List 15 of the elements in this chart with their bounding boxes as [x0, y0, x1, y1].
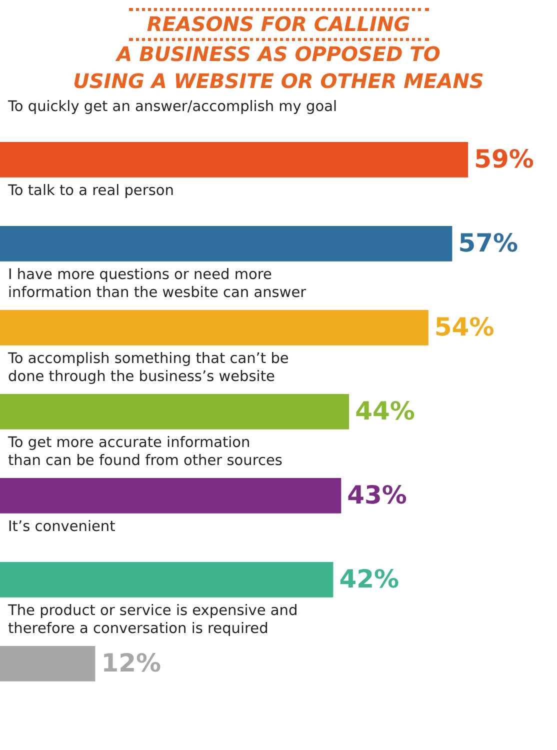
- y-tick-label: To talk to a real person: [7, 183, 174, 200]
- data-label: 59%: [474, 144, 534, 174]
- data-label: 57%: [458, 228, 518, 258]
- data-label: 42%: [339, 564, 400, 594]
- data-label: 12%: [101, 648, 162, 678]
- y-tick-label: I have more questions or need more information than the wesbite can answer: [8, 267, 306, 302]
- y-tick-label: To accomplish something that can’t be done through the business’s website: [7, 351, 289, 386]
- chart-title: REASONS FOR CALLING A BUSINESS AS OPPOSED TO USING A WEBSITE OR OTHER MEANS: [72, 11, 485, 95]
- data-label: 54%: [434, 312, 494, 342]
- y-tick-label: To quickly get an answer/accomplish my goal: [7, 99, 337, 116]
- data-label: 44%: [355, 396, 415, 426]
- y-tick-label: To get more accurate information than can be found from other sources: [7, 435, 282, 470]
- y-tick-label: It’s convenient: [8, 519, 116, 536]
- y-tick-label: The product or service is expensive and therefore a conversation is required: [7, 603, 298, 638]
- data-label: 43%: [347, 480, 407, 510]
